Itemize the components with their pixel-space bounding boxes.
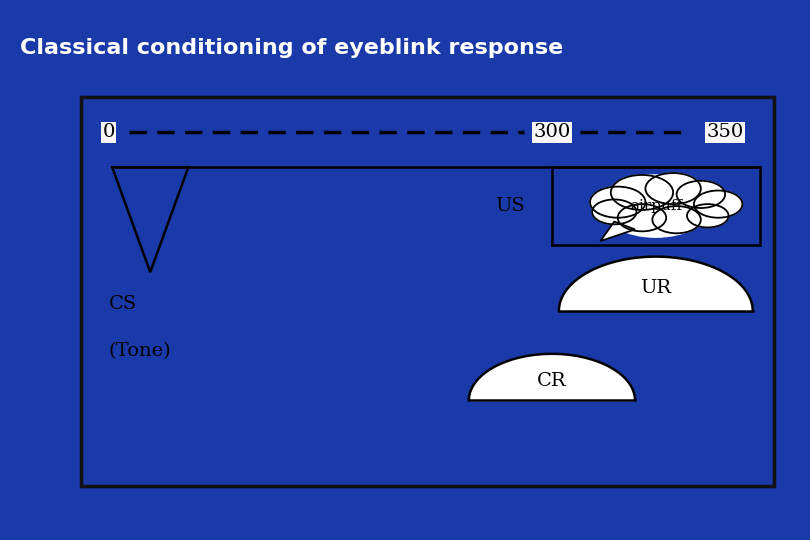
Circle shape [592,199,637,224]
Circle shape [694,191,743,218]
Text: UR: UR [640,279,671,296]
Circle shape [652,206,701,233]
Text: 300: 300 [533,123,570,141]
Polygon shape [600,221,635,241]
Circle shape [618,204,666,231]
Circle shape [646,173,701,204]
Text: airpuff: airpuff [629,199,682,213]
Circle shape [687,204,728,227]
Polygon shape [469,354,635,401]
Text: 0: 0 [103,123,115,141]
Text: CR: CR [537,372,567,390]
Circle shape [611,175,673,210]
Polygon shape [559,256,752,311]
Circle shape [600,175,711,237]
Circle shape [676,181,725,208]
Text: (Tone): (Tone) [109,342,172,360]
Circle shape [590,187,646,218]
Text: 350: 350 [706,123,744,141]
Text: US: US [495,197,524,215]
Text: CS: CS [109,295,137,314]
Text: Classical conditioning of eyeblink response: Classical conditioning of eyeblink respo… [20,38,564,58]
